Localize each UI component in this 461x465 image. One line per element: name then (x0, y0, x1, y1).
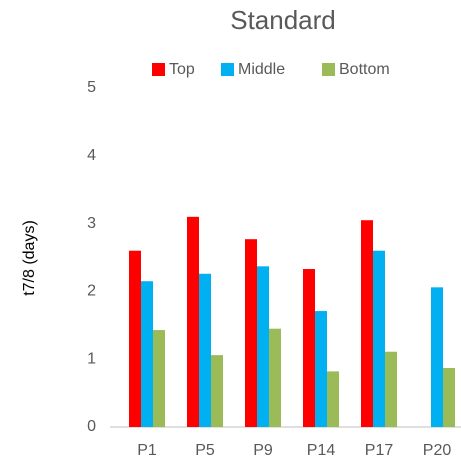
bar (431, 287, 443, 427)
bar (315, 311, 327, 427)
bar (303, 269, 315, 427)
bar (211, 355, 223, 427)
bar (327, 371, 339, 427)
x-tick-label: P20 (423, 442, 452, 459)
bar (257, 266, 269, 427)
legend-label: Top (169, 61, 195, 78)
bar (153, 330, 165, 427)
y-axis-title: t7/8 (days) (21, 220, 38, 296)
y-tick-label: 4 (87, 147, 96, 164)
y-tick-label: 1 (87, 350, 96, 367)
x-tick-label: P1 (137, 442, 157, 459)
bar (373, 250, 385, 427)
legend-swatch (152, 63, 165, 76)
y-tick-label: 0 (87, 418, 96, 435)
bar (245, 239, 257, 427)
bar (269, 328, 281, 427)
x-tick-label: P9 (253, 442, 273, 459)
y-tick-label: 5 (87, 79, 96, 96)
chart-title: Standard (230, 5, 336, 35)
x-tick-label: P14 (307, 442, 336, 459)
bar (141, 281, 153, 427)
legend-swatch (322, 63, 335, 76)
bar (385, 351, 397, 427)
legend-swatch (221, 63, 234, 76)
x-tick-label: P17 (365, 442, 394, 459)
x-tick-label: P5 (195, 442, 215, 459)
y-tick-label: 2 (87, 283, 96, 300)
bar (361, 220, 373, 427)
bar (443, 368, 455, 427)
legend-label: Bottom (339, 61, 390, 78)
legend-label: Middle (238, 61, 285, 78)
bar (187, 216, 199, 427)
bar (129, 250, 141, 427)
bar (199, 273, 211, 427)
y-tick-label: 3 (87, 215, 96, 232)
